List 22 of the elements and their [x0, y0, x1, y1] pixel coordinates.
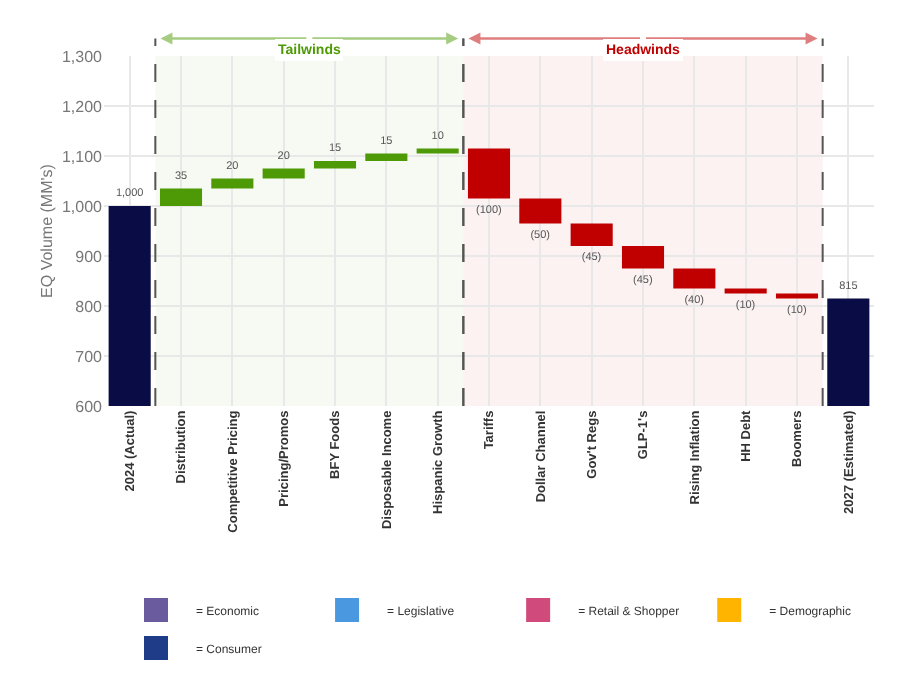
y-tick-label: 700 — [75, 347, 104, 366]
bar — [365, 153, 408, 161]
y-tick-label: 1,300 — [61, 47, 104, 66]
bar — [519, 198, 562, 224]
y-tick-label: 1,100 — [61, 147, 104, 166]
y-axis-title: EQ Volume (MM's) — [38, 163, 56, 298]
bar — [262, 168, 305, 179]
bar — [570, 223, 613, 246]
bar — [211, 178, 254, 189]
y-tick-label: 800 — [75, 297, 104, 316]
bar — [621, 246, 665, 269]
bar — [724, 288, 767, 294]
y-tick-label: 1,000 — [61, 197, 104, 216]
bar — [775, 293, 819, 299]
bar — [313, 161, 357, 169]
bar — [416, 148, 459, 154]
bar — [467, 148, 511, 199]
bar — [673, 268, 716, 289]
y-tick-label: 600 — [75, 397, 104, 416]
y-tick-label: 900 — [75, 247, 104, 266]
y-tick-label: 1,200 — [61, 97, 104, 116]
bar — [159, 188, 203, 206]
